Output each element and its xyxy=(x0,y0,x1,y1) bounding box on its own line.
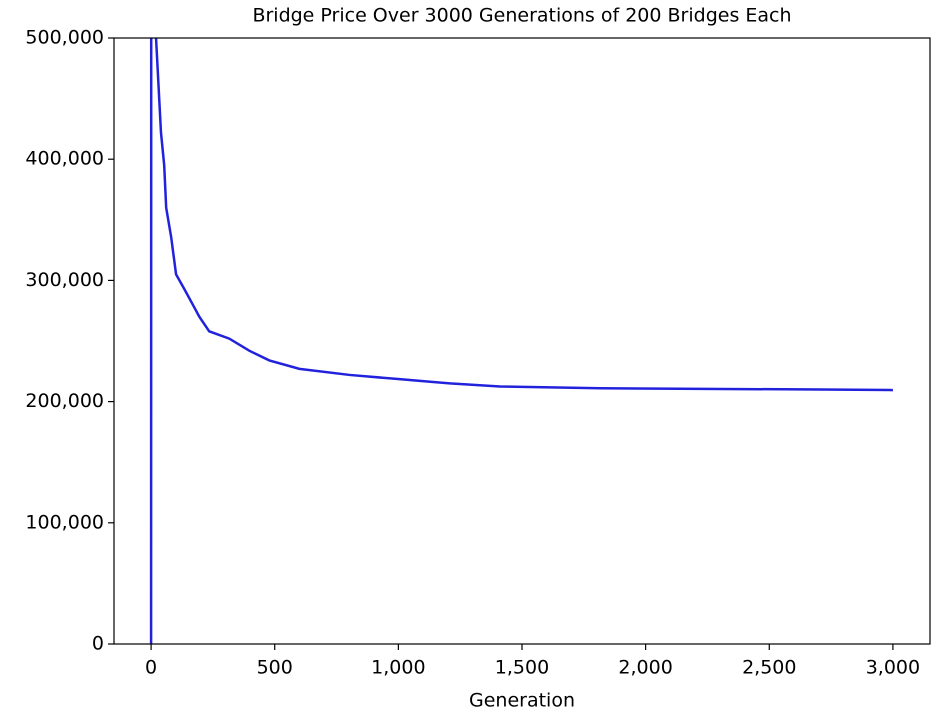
y-tick-label: 100,000 xyxy=(25,511,104,533)
y-tick-label: 200,000 xyxy=(25,390,104,412)
chart-title: Bridge Price Over 3000 Generations of 20… xyxy=(252,5,791,27)
x-tick-label: 0 xyxy=(145,657,157,679)
x-tick-label: 500 xyxy=(257,657,293,679)
y-tick-label: 0 xyxy=(92,633,104,655)
plot-frame xyxy=(113,37,931,645)
x-tick-label: 2,500 xyxy=(742,657,796,679)
data-line xyxy=(149,38,893,644)
y-tick-label: 400,000 xyxy=(25,148,104,170)
y-tick-label: 300,000 xyxy=(25,269,104,291)
x-tick-label: 1,500 xyxy=(495,657,549,679)
x-tick-label: 3,000 xyxy=(866,657,920,679)
y-tick-label: 500,000 xyxy=(25,27,104,49)
x-tick-label: 2,000 xyxy=(618,657,672,679)
x-axis-label: Generation xyxy=(469,690,575,712)
x-tick-label: 1,000 xyxy=(371,657,425,679)
